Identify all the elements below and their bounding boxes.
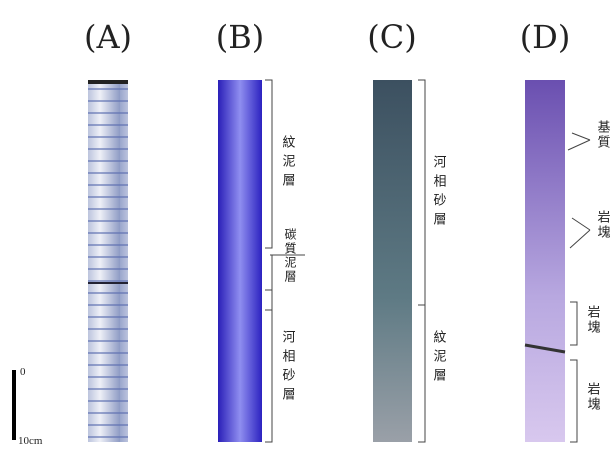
panel-label: (D): [520, 18, 571, 56]
annotation: 河相砂層: [280, 330, 296, 406]
pointer: [570, 218, 590, 248]
bracket: [570, 360, 577, 442]
annotation: 基質: [595, 120, 611, 150]
panel-label: (A): [84, 18, 132, 56]
core-top: [88, 80, 128, 84]
scale-label: 10cm: [18, 435, 43, 447]
annotation: 紋泥層: [280, 135, 296, 192]
annotation: 岩塊: [585, 305, 601, 335]
bracket: [570, 302, 577, 345]
figure: (A) (B) (C) (D) 紋泥層 碳質泥層 河相砂層 河相砂層 紋泥層 基…: [0, 0, 614, 449]
core-b: [218, 80, 262, 442]
pointer: [568, 133, 590, 150]
bracket: [265, 80, 272, 248]
panel-label: (B): [216, 18, 264, 56]
core-d: [525, 80, 565, 442]
bracket: [418, 80, 425, 305]
annotation: 岩塊: [585, 382, 601, 412]
bracket: [418, 305, 425, 442]
scale-label: 0: [20, 366, 26, 378]
bracket: [265, 290, 272, 442]
annotation: 紋泥層: [431, 330, 447, 387]
annotation: 碳質泥層: [283, 228, 297, 284]
core-c: [373, 80, 412, 442]
panel-label: (C): [367, 18, 416, 56]
annotation: 岩塊: [595, 210, 611, 240]
core-a: [88, 80, 128, 442]
scale-bar: [12, 370, 16, 440]
annotation: 河相砂層: [431, 155, 447, 231]
